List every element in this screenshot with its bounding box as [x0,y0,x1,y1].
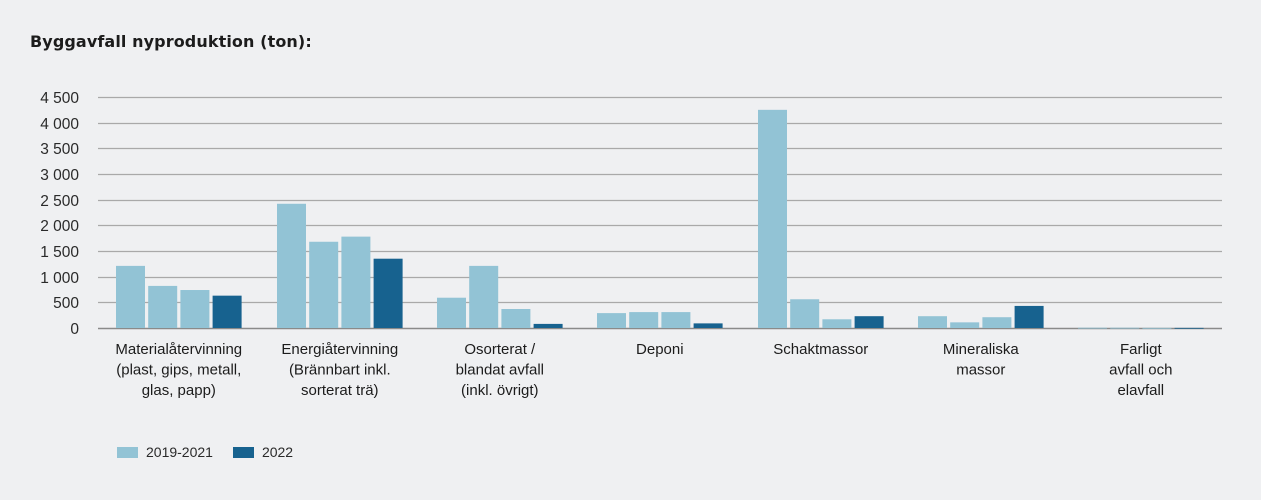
bar-2022 [693,323,723,328]
bar-2019-2021 [437,297,466,328]
x-tick-label: (plast, gips, metall, [116,362,241,379]
bar-2022 [212,295,242,328]
x-tick-label: (Brännbart inkl. [289,362,391,379]
bar-2019-2021 [341,236,371,328]
x-tick-label: (inkl. övrigt) [461,382,539,399]
bar-2019-2021 [597,313,626,328]
bar-2019-2021 [982,317,1012,328]
y-tick-label: 0 [70,321,79,338]
x-tick-label: Deponi [636,341,684,358]
legend-swatch-2019-2021 [117,446,138,458]
y-tick-label: 500 [53,295,79,312]
x-tick-label: Materialåtervinning [115,341,242,358]
legend: 2019-2021 2022 [117,444,313,460]
x-tick-label: Energiåtervinning [281,341,398,358]
legend-item-2019-2021: 2019-2021 [117,444,213,460]
bar-2019-2021 [501,309,531,328]
bar-2019-2021 [758,109,787,328]
bar-2019-2021 [309,241,339,328]
bar-2019-2021 [918,316,947,328]
bar-2019-2021 [148,285,178,328]
chart-title: Byggavfall nyproduktion (ton): [30,32,312,51]
legend-label: 2019-2021 [146,444,213,460]
x-tick-label: elavfall [1117,382,1164,399]
bar-2019-2021 [469,265,499,328]
y-tick-label: 3 500 [40,141,79,158]
y-tick-label: 1 500 [40,244,79,261]
x-tick-label: Osorterat / [464,341,536,358]
x-tick-label: massor [956,362,1005,379]
legend-item-2022: 2022 [232,444,294,460]
bar-2022 [1014,305,1044,328]
x-tick-label: Farligt [1120,341,1163,358]
x-tick-label: glas, papp) [142,382,216,399]
x-tick-label: avfall och [1109,362,1172,379]
x-tick-label: blandat avfall [456,362,544,379]
bar-2019-2021 [822,319,852,328]
bar-2019-2021 [661,312,691,328]
bar-2022 [1174,327,1204,329]
bar-2019-2021 [180,290,210,328]
x-tick-label: sorterat trä) [301,382,379,399]
bar-2019-2021 [277,203,306,328]
x-tick-label: Schaktmassor [773,341,868,358]
bar-2022 [854,316,884,328]
y-tick-label: 2 000 [40,218,79,235]
legend-label: 2022 [261,444,294,460]
y-tick-label: 3 000 [40,167,79,184]
bar-2022 [533,323,563,328]
x-tick-label: Mineraliska [943,341,1020,358]
bar-2022 [373,258,403,328]
bar-2019-2021 [950,322,980,328]
bar-2019-2021 [1142,327,1172,329]
bar-2019-2021 [790,299,820,328]
bar-2019-2021 [1110,327,1140,329]
bar-2019-2021 [1078,327,1107,329]
y-tick-label: 4 500 [40,90,79,107]
y-tick-label: 2 500 [40,193,79,210]
bar-2019-2021 [629,312,659,328]
legend-swatch-2022 [232,446,254,458]
bar-2019-2021 [116,265,145,328]
y-tick-label: 4 000 [40,116,79,133]
y-tick-label: 1 000 [40,270,79,287]
